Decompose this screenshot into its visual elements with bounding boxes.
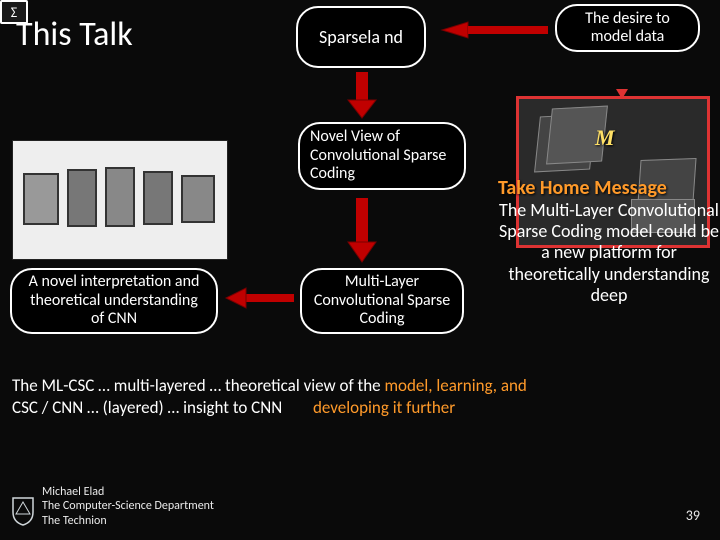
footer-inst: The Technion — [42, 514, 214, 528]
bubble-novelinterp: A novel interpretation and theoretical u… — [10, 268, 218, 334]
technion-shield-icon — [10, 496, 36, 526]
m-panel-label: M — [595, 125, 615, 151]
slide-title: This Talk — [16, 14, 133, 55]
bubble-sparseland-label: Sparsela nd — [319, 27, 403, 48]
takehome-title: Take Home Message — [498, 176, 720, 200]
footer-block: Michael Elad The Computer-Science Depart… — [42, 485, 214, 528]
bubble-multilayer-label: Multi-Layer Convolutional Sparse Coding — [312, 273, 452, 328]
cnn-diagram-image — [12, 140, 228, 260]
bottom-line-1a: The ML-CSC … multi-layered … theoretical… — [12, 375, 384, 396]
arrow-sparseland-to-novelview — [342, 70, 382, 120]
footer-dept: The Computer-Science Department — [42, 499, 214, 513]
bubble-sparseland: Sparsela nd — [296, 6, 426, 68]
page-number: 39 — [686, 507, 700, 524]
bubble-novelinterp-label: A novel interpretation and theoretical u… — [22, 273, 206, 328]
bubble-novelview: Novel View of Convolutional Sparse Codin… — [298, 122, 466, 190]
arrow-multilayer-to-novelinterp — [224, 282, 296, 314]
bubble-desire: The desire to model data — [555, 4, 700, 52]
footer-name: Michael Elad — [42, 485, 214, 499]
slide-root: This Talk Sparsela nd The desire to mode… — [0, 0, 720, 540]
bottom-line-1b: model, learning, and — [384, 375, 526, 396]
bubble-desire-label: The desire to model data — [567, 10, 688, 47]
bottom-line-1: The ML-CSC … multi-layered … theoretical… — [12, 376, 712, 396]
bubble-multilayer: Multi-Layer Convolutional Sparse Coding — [300, 268, 464, 334]
arrow-desire-to-sparseland — [440, 14, 550, 46]
bottom-line-2b: developing it further — [313, 397, 455, 418]
arrow-novelview-to-multilayer — [342, 196, 382, 264]
takehome-body: The Multi-Layer Convolutional Sparse Cod… — [498, 200, 720, 306]
bottom-line-2: CSC / CNN … (layered) … insight to CNN d… — [12, 398, 712, 418]
bottom-line-2a: CSC / CNN … (layered) … insight to CNN — [12, 397, 282, 418]
bubble-novelview-label: Novel View of Convolutional Sparse Codin… — [310, 128, 454, 183]
